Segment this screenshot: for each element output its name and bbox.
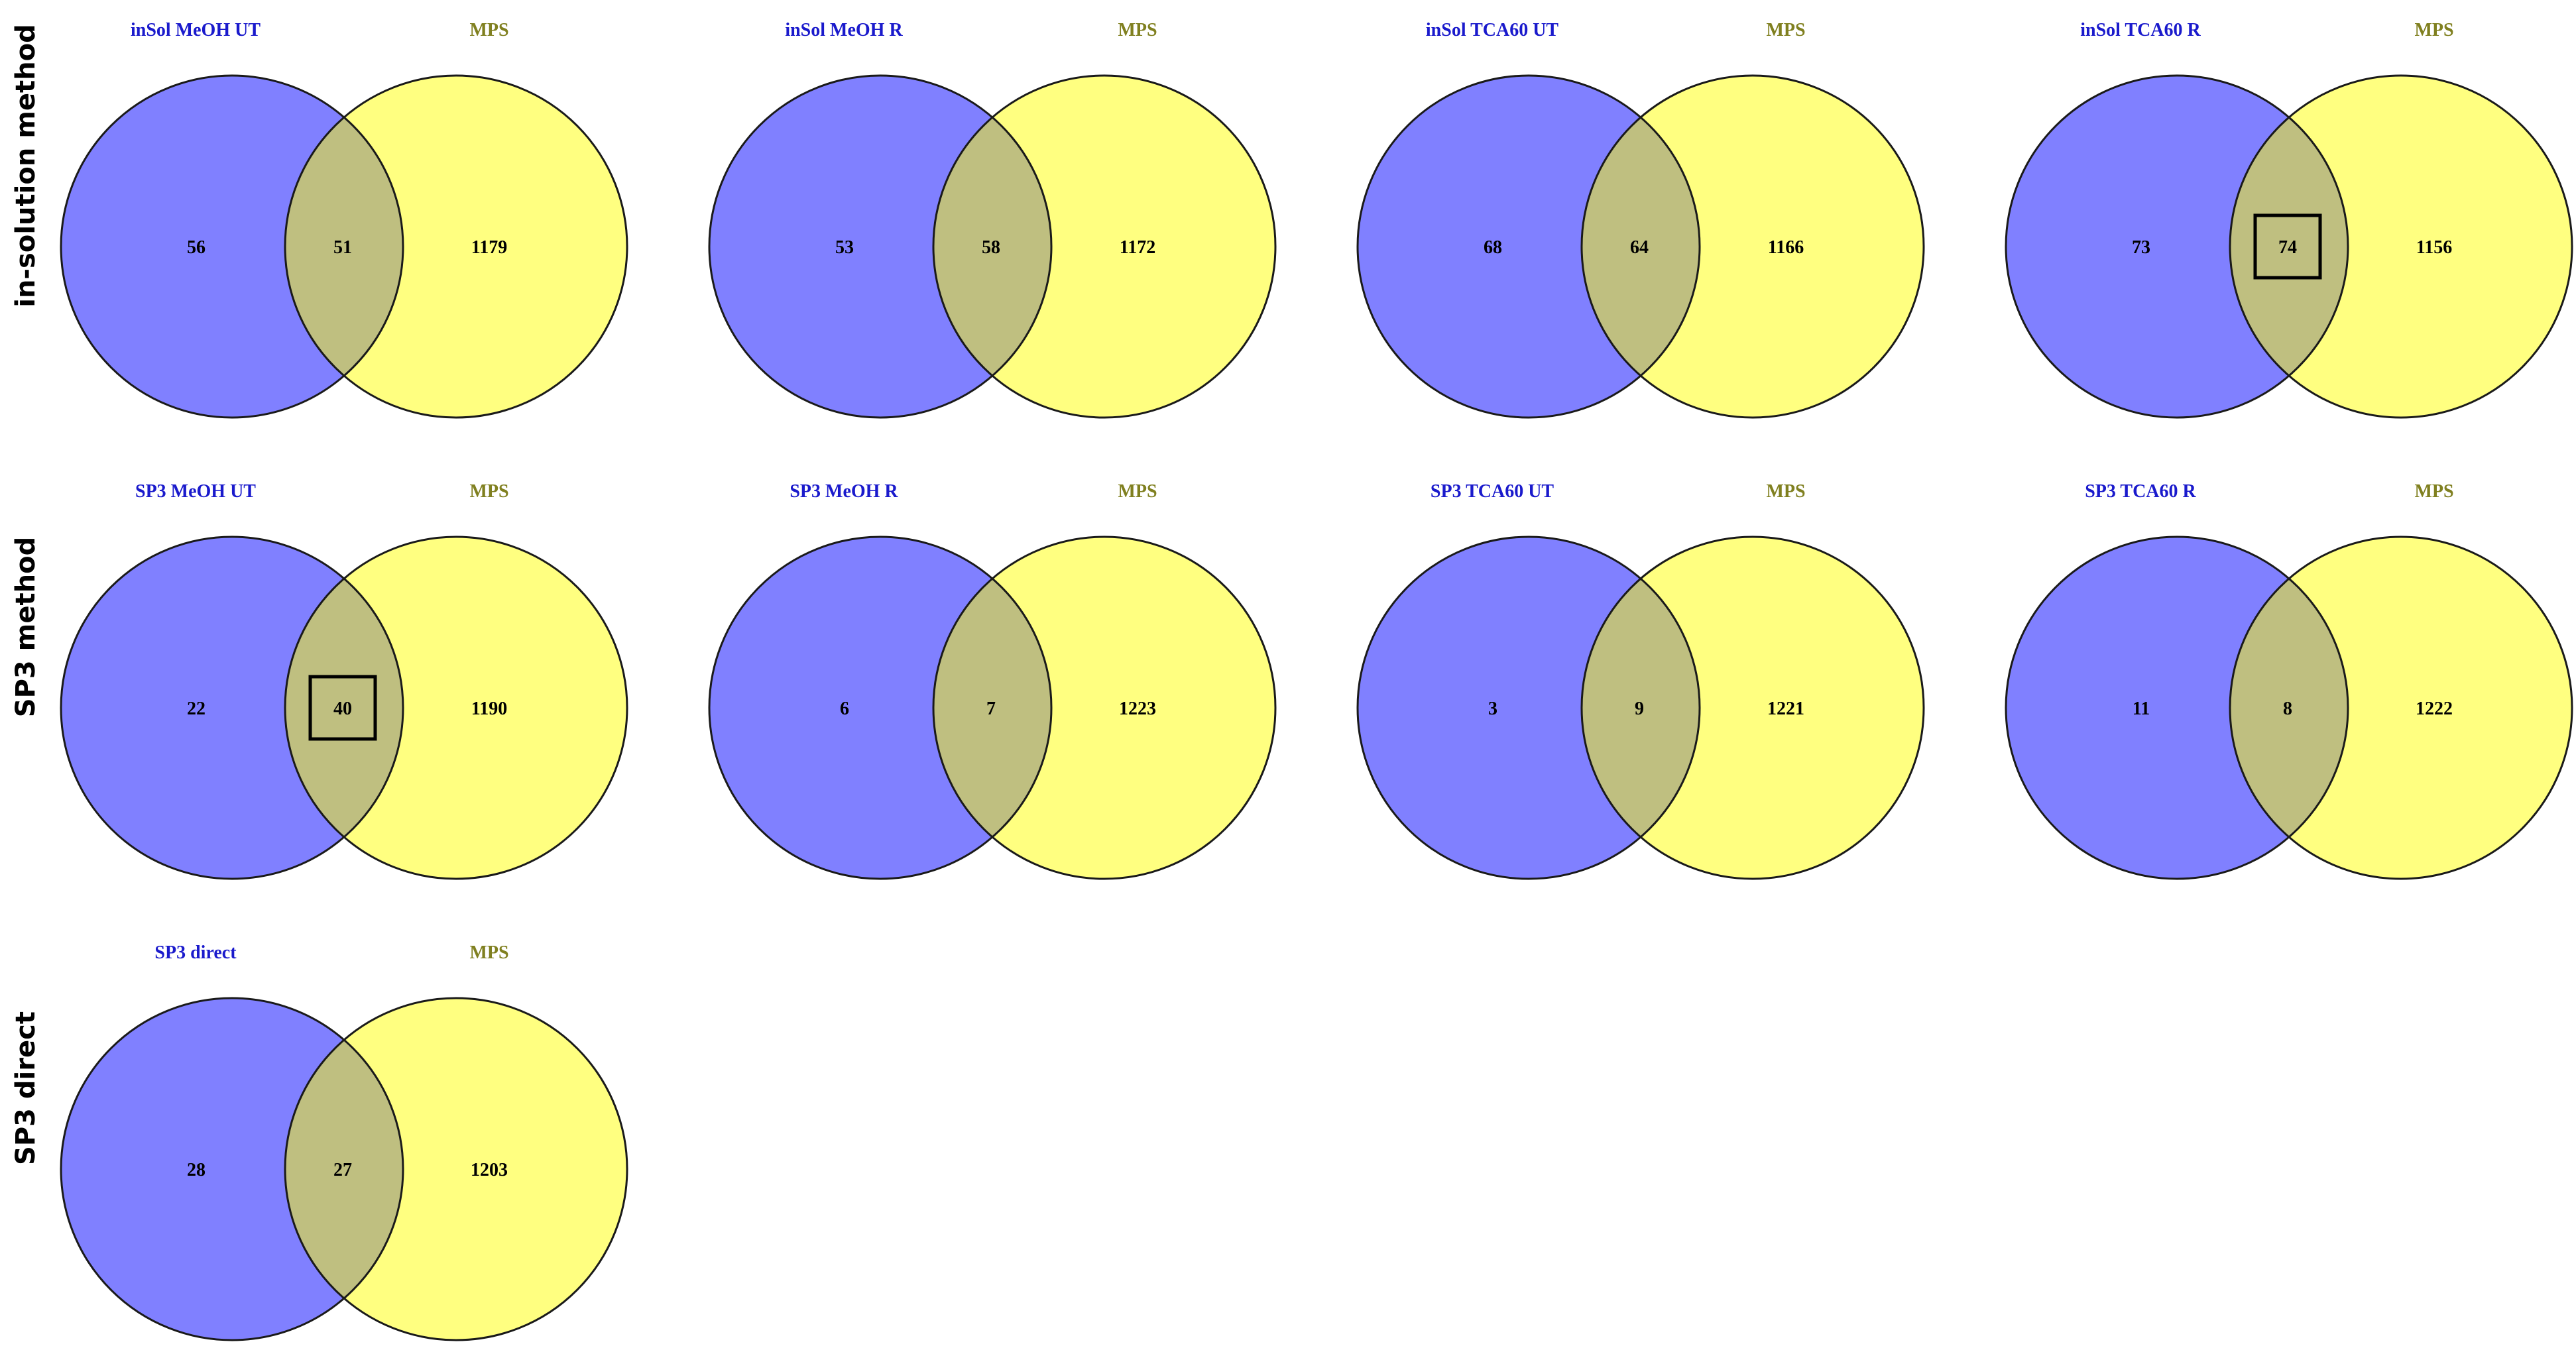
set-a-label: inSol TCA60 R <box>2080 20 2201 40</box>
overlap-count: 40 <box>333 699 352 719</box>
only-a-count: 68 <box>1484 237 1502 258</box>
only-b-count: 1172 <box>1120 237 1155 258</box>
set-b-label: MPS <box>1766 481 1805 502</box>
only-b-count: 1221 <box>1767 699 1804 719</box>
overlap-count: 58 <box>982 237 1000 258</box>
only-a-count: 22 <box>187 699 205 719</box>
overlap-region <box>2230 76 2348 418</box>
set-a-outline <box>1356 74 1701 419</box>
overlap-count: 8 <box>2283 699 2292 719</box>
only-b-count: 1223 <box>1119 699 1156 719</box>
overlap-count: 51 <box>333 237 352 258</box>
set-a-label: inSol TCA60 UT <box>1426 20 1559 40</box>
set-b-label: MPS <box>2414 20 2453 40</box>
only-b-count: 1166 <box>1768 237 1804 258</box>
only-b-count: 1222 <box>2416 699 2453 719</box>
set-b-label: MPS <box>2414 481 2453 502</box>
only-a-count: 73 <box>2132 237 2150 258</box>
set-b-outline <box>2229 536 2573 880</box>
set-b-outline <box>284 536 628 880</box>
set-b-label: MPS <box>469 481 508 502</box>
set-a-outline <box>708 536 1053 880</box>
highlight-box <box>308 675 377 741</box>
set-a-label: SP3 TCA60 R <box>2085 481 2196 502</box>
overlap-region <box>1582 537 1700 879</box>
only-b-count: 1190 <box>471 699 507 719</box>
set-a-outline <box>2005 536 2349 880</box>
venn-diagram: inSol TCA60 UT MPS 68 64 1166 <box>1356 20 1925 419</box>
overlap-count: 9 <box>1635 699 1644 719</box>
set-a-label: SP3 TCA60 UT <box>1431 481 1554 502</box>
set-a-outline <box>60 536 404 880</box>
only-a-count: 28 <box>187 1160 205 1180</box>
set-b-outline <box>2229 74 2573 419</box>
highlight-box <box>2253 213 2322 280</box>
set-a-outline <box>60 997 404 1341</box>
only-b-count: 1156 <box>2416 237 2452 258</box>
overlap-count: 74 <box>2278 237 2297 258</box>
venn-diagram: SP3 TCA60 UT MPS 3 9 1221 <box>1356 481 1925 880</box>
only-a-count: 56 <box>187 237 205 258</box>
set-b-outline <box>932 536 1277 880</box>
set-a-outline <box>60 74 404 419</box>
set-b-outline <box>284 74 628 419</box>
only-a-count: 11 <box>2133 699 2150 719</box>
set-a-label: inSol MeOH R <box>785 20 903 40</box>
set-b-outline <box>1580 74 1925 419</box>
set-a-outline <box>708 74 1053 419</box>
overlap-region <box>2230 537 2348 879</box>
overlap-region <box>1582 76 1700 418</box>
overlap-region <box>933 537 1051 879</box>
set-b-label: MPS <box>1118 20 1157 40</box>
venn-diagram: inSol TCA60 R MPS 73 74 1156 <box>2005 20 2573 419</box>
venn-diagram: inSol MeOH R MPS 53 58 1172 <box>708 20 1277 419</box>
set-b-label: MPS <box>469 942 508 963</box>
set-b-outline <box>1580 536 1925 880</box>
overlap-region <box>285 537 403 879</box>
overlap-region <box>285 76 403 418</box>
overlap-region <box>285 998 403 1340</box>
venn-diagram: SP3 TCA60 R MPS 11 8 1222 <box>2005 481 2573 880</box>
venn-diagram: inSol MeOH UT MPS 56 51 1179 <box>60 20 628 419</box>
set-a-label: SP3 MeOH R <box>790 481 898 502</box>
row-label: SP3 direct <box>11 1011 41 1165</box>
set-b-label: MPS <box>1766 20 1805 40</box>
overlap-region <box>933 76 1051 418</box>
set-b-outline <box>932 74 1277 419</box>
overlap-count: 7 <box>986 699 996 719</box>
set-b-label: MPS <box>1118 481 1157 502</box>
only-a-count: 3 <box>1488 699 1497 719</box>
only-b-count: 1179 <box>471 237 507 258</box>
set-a-label: SP3 direct <box>154 942 237 963</box>
set-a-label: SP3 MeOH UT <box>135 481 256 502</box>
set-a-outline <box>1356 536 1701 880</box>
venn-diagram: SP3 direct MPS 28 27 1203 <box>60 942 628 1341</box>
only-a-count: 53 <box>835 237 854 258</box>
set-a-outline <box>2005 74 2349 419</box>
set-a-label: inSol MeOH UT <box>131 20 261 40</box>
only-b-count: 1203 <box>471 1160 508 1180</box>
set-b-label: MPS <box>469 20 508 40</box>
set-b-outline <box>284 997 628 1341</box>
venn-diagram: SP3 MeOH R MPS 6 7 1223 <box>708 481 1277 880</box>
row-label: SP3 method <box>11 537 41 717</box>
venn-diagram: SP3 MeOH UT MPS 22 40 1190 <box>60 481 628 880</box>
row-label: in-solution method <box>11 24 41 308</box>
overlap-count: 64 <box>1630 237 1649 258</box>
overlap-count: 27 <box>333 1160 352 1180</box>
only-a-count: 6 <box>840 699 849 719</box>
